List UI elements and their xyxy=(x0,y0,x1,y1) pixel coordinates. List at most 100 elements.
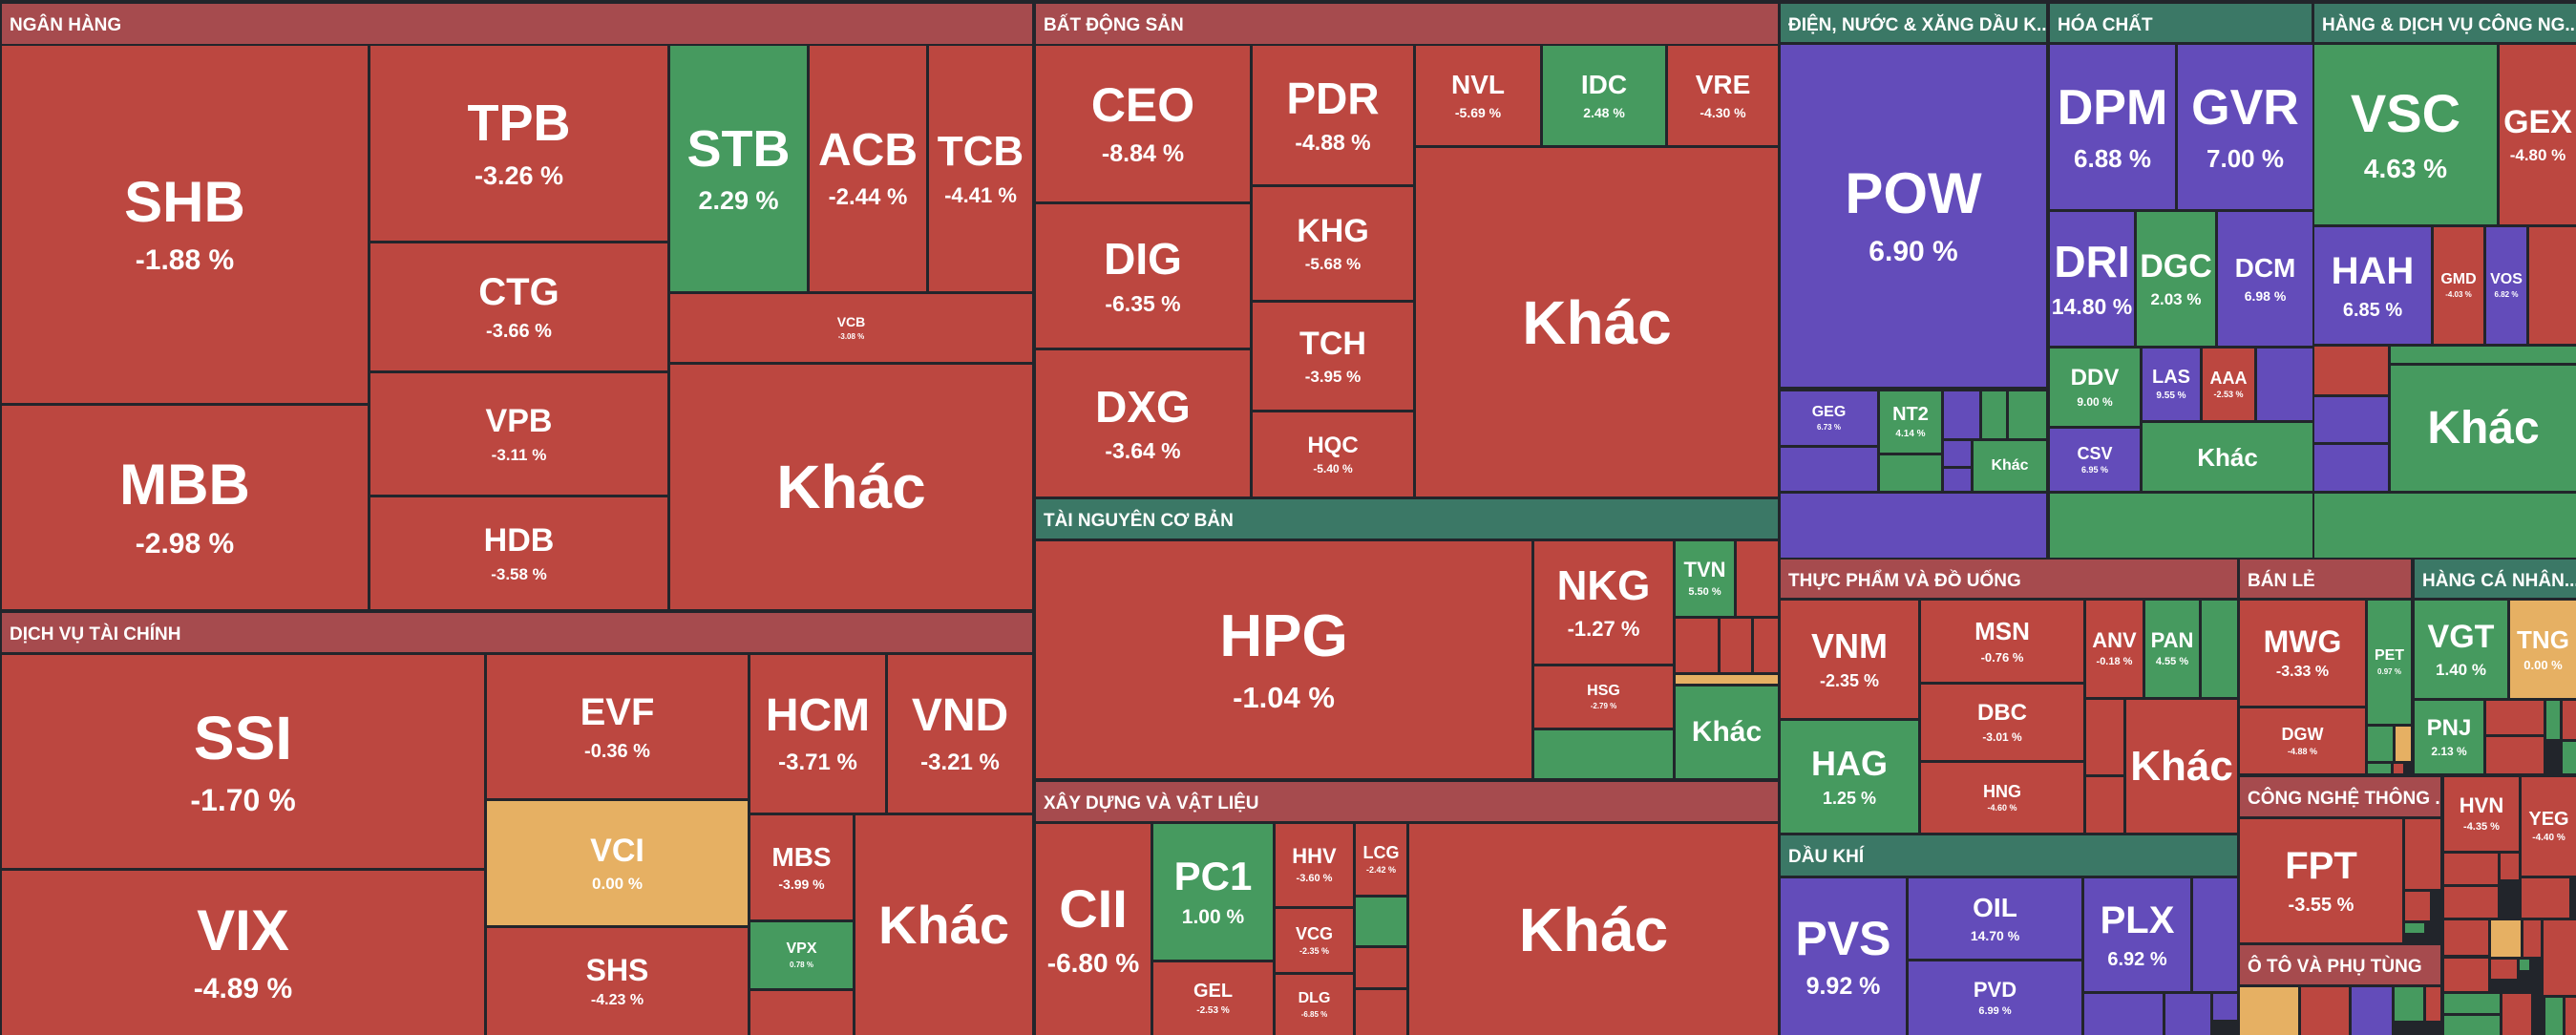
tile-nkg[interactable]: NKG -1.27 % xyxy=(1534,541,1673,664)
tile-tcb[interactable]: TCB -4.41 % xyxy=(929,46,1032,291)
tile-mbb[interactable]: MBB -2.98 % xyxy=(2,406,368,609)
tile-unlabeled[interactable] xyxy=(1781,448,1877,491)
tile-gex[interactable]: GEX -4.80 % xyxy=(2500,45,2576,224)
tile-dlg[interactable]: DLG -6.85 % xyxy=(1276,975,1353,1035)
tile-pow[interactable]: POW 6.90 % xyxy=(1781,45,2046,387)
tile-tvn[interactable]: TVN 5.50 % xyxy=(1676,541,1734,616)
tile-unlabeled[interactable] xyxy=(2405,819,2440,889)
tile-mwg[interactable]: MWG -3.33 % xyxy=(2240,601,2365,706)
tile-unlabeled[interactable] xyxy=(2501,854,2519,879)
tile-hng[interactable]: HNG -4.60 % xyxy=(1921,763,2083,833)
tile-hhv[interactable]: HHV -3.60 % xyxy=(1276,824,1353,906)
tile-plx[interactable]: PLX 6.92 % xyxy=(2084,878,2190,991)
tile-unlabeled[interactable] xyxy=(2444,920,2488,955)
sector-header-ngan-hang[interactable]: NGÂN HÀNG xyxy=(2,4,1032,44)
tile-unlabeled[interactable] xyxy=(2301,987,2349,1035)
tile-unlabeled[interactable] xyxy=(2565,998,2576,1035)
tile-anv[interactable]: ANV -0.18 % xyxy=(2086,601,2143,697)
tile-other[interactable]: Khác xyxy=(1416,148,1778,496)
tile-gel[interactable]: GEL -2.53 % xyxy=(1153,962,1273,1035)
sector-header-dich-vu-tai-chinh[interactable]: DỊCH VỤ TÀI CHÍNH xyxy=(2,613,1032,652)
tile-vnm[interactable]: VNM -2.35 % xyxy=(1781,601,1918,718)
tile-unlabeled[interactable] xyxy=(2426,987,2440,1021)
tile-vsc[interactable]: VSC 4.63 % xyxy=(2314,45,2497,224)
tile-unlabeled[interactable] xyxy=(2314,347,2388,394)
tile-unlabeled[interactable] xyxy=(750,991,853,1035)
tile-nvl[interactable]: NVL -5.69 % xyxy=(1416,46,1540,145)
tile-unlabeled[interactable] xyxy=(2368,727,2393,761)
tile-unlabeled[interactable] xyxy=(2486,701,2544,734)
tile-unlabeled[interactable] xyxy=(1944,441,1971,466)
tile-geg[interactable]: GEG 6.73 % xyxy=(1781,391,1877,445)
tile-yeg[interactable]: YEG -4.40 % xyxy=(2522,777,2576,876)
tile-pvs[interactable]: PVS 9.92 % xyxy=(1781,878,1906,1035)
sector-header-tai-nguyen-co-ban[interactable]: TÀI NGUYÊN CƠ BẢN xyxy=(1036,499,1778,539)
tile-unlabeled[interactable] xyxy=(2405,892,2430,920)
tile-pan[interactable]: PAN 4.55 % xyxy=(2145,601,2199,697)
tile-unlabeled[interactable] xyxy=(2544,920,2576,995)
sector-header-hang-ca-nhan[interactable]: HÀNG CÁ NHÂN... xyxy=(2415,560,2576,598)
tile-tpb[interactable]: TPB -3.26 % xyxy=(370,46,667,241)
tile-gvr[interactable]: GVR 7.00 % xyxy=(2178,45,2312,209)
tile-ceo[interactable]: CEO -8.84 % xyxy=(1036,46,1250,201)
tile-unlabeled[interactable] xyxy=(1754,619,1778,672)
tile-unlabeled[interactable] xyxy=(2193,878,2237,991)
tile-dbc[interactable]: DBC -3.01 % xyxy=(1921,685,2083,760)
tile-hpg[interactable]: HPG -1.04 % xyxy=(1036,541,1531,778)
tile-unlabeled[interactable] xyxy=(1944,391,1979,438)
tile-unlabeled[interactable] xyxy=(2086,700,2123,774)
tile-nt2[interactable]: NT2 4.14 % xyxy=(1880,391,1941,453)
tile-fpt[interactable]: FPT -3.55 % xyxy=(2240,819,2402,942)
tile-unlabeled[interactable] xyxy=(2314,445,2388,491)
tile-unlabeled[interactable] xyxy=(2444,854,2498,884)
tile-las[interactable]: LAS 9.55 % xyxy=(2143,349,2200,420)
tile-vos[interactable]: VOS 6.82 % xyxy=(2486,227,2526,344)
tile-unlabeled[interactable] xyxy=(2563,742,2576,773)
tile-other[interactable]: Khác xyxy=(1974,441,2046,491)
tile-other[interactable]: Khác xyxy=(855,815,1032,1035)
tile-unlabeled[interactable] xyxy=(1880,455,1941,491)
tile-unlabeled[interactable] xyxy=(1721,619,1751,672)
tile-aaa[interactable]: AAA -2.53 % xyxy=(2203,349,2254,420)
tile-vpb[interactable]: VPB -3.11 % xyxy=(370,373,667,495)
sector-header-hoa-chat[interactable]: HÓA CHẤT xyxy=(2050,4,2312,42)
tile-stb[interactable]: STB 2.29 % xyxy=(670,46,807,291)
tile-pet[interactable]: PET 0.97 % xyxy=(2368,601,2411,724)
tile-unlabeled[interactable] xyxy=(2520,960,2529,970)
tile-unlabeled[interactable] xyxy=(1737,541,1778,616)
sector-header-dau-khi[interactable]: DẦU KHÍ xyxy=(1781,835,2237,876)
tile-oil[interactable]: OIL 14.70 % xyxy=(1909,878,2081,959)
tile-unlabeled[interactable] xyxy=(2491,960,2517,979)
tile-unlabeled[interactable] xyxy=(2394,764,2403,773)
tile-unlabeled[interactable] xyxy=(1356,990,1406,1035)
sector-header-thuc-pham-do-uong[interactable]: THỰC PHẨM VÀ ĐỒ UỐNG xyxy=(1781,560,2237,598)
tile-evf[interactable]: EVF -0.36 % xyxy=(487,655,748,798)
tile-dxg[interactable]: DXG -3.64 % xyxy=(1036,350,1250,496)
tile-vix[interactable]: VIX -4.89 % xyxy=(2,871,484,1035)
sector-header-bat-dong-san[interactable]: BẤT ĐỘNG SẢN xyxy=(1036,4,1778,44)
tile-unlabeled[interactable] xyxy=(1676,619,1718,672)
sector-header-cong-nghe-thong-tin[interactable]: CÔNG NGHỆ THÔNG ... xyxy=(2240,777,2440,816)
tile-khg[interactable]: KHG -5.68 % xyxy=(1253,187,1413,300)
sector-header-ban-le[interactable]: BÁN LẺ xyxy=(2240,560,2411,598)
tile-unlabeled[interactable] xyxy=(2396,727,2411,761)
tile-hqc[interactable]: HQC -5.40 % xyxy=(1253,412,1413,496)
tile-other[interactable]: Khác xyxy=(2391,366,2576,491)
tile-unlabeled[interactable] xyxy=(2395,987,2423,1021)
tile-dri[interactable]: DRI 14.80 % xyxy=(2050,212,2134,346)
tile-unlabeled[interactable] xyxy=(2213,994,2237,1020)
tile-unlabeled[interactable] xyxy=(1676,675,1778,684)
tile-vci[interactable]: VCI 0.00 % xyxy=(487,801,748,925)
tile-unlabeled[interactable] xyxy=(2086,777,2123,833)
tile-gmd[interactable]: GMD -4.03 % xyxy=(2434,227,2483,344)
tile-ddv[interactable]: DDV 9.00 % xyxy=(2050,349,2140,426)
tile-unlabeled[interactable] xyxy=(2444,994,2500,1013)
tile-unlabeled[interactable] xyxy=(2314,494,2576,558)
tile-other[interactable]: Khác xyxy=(1676,686,1778,778)
tile-dpm[interactable]: DPM 6.88 % xyxy=(2050,45,2175,209)
tile-pvd[interactable]: PVD 6.99 % xyxy=(1909,961,2081,1035)
tile-cii[interactable]: CII -6.80 % xyxy=(1036,824,1151,1035)
tile-other[interactable]: Khác xyxy=(2126,700,2237,833)
tile-unlabeled[interactable] xyxy=(1781,494,2046,558)
tile-unlabeled[interactable] xyxy=(2314,397,2388,442)
